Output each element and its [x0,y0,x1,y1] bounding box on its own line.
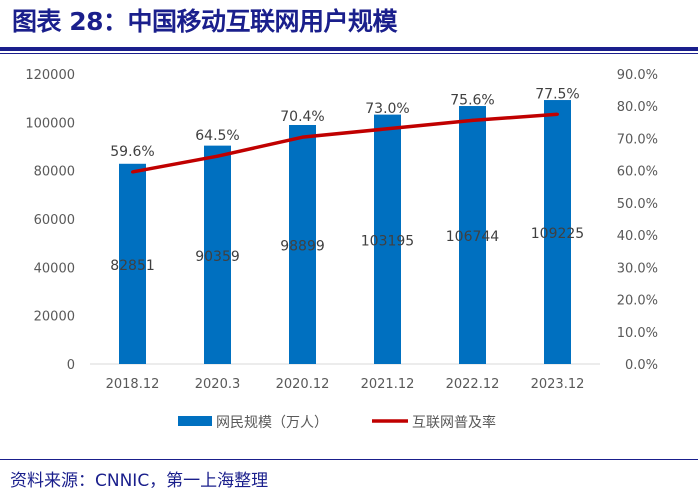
line-point [386,127,389,131]
line-point [471,118,474,122]
chart: 0 20000 40000 60000 80000 100000 120000 0.0% 10.… [25,68,658,431]
line-data-label: 70.4% [280,109,324,125]
source-note: 资料来源：CNNIC，第一上海整理 [10,471,269,491]
y-right-tick-label: 60.0% [617,165,658,180]
y-right-tick-label: 40.0% [617,229,658,244]
legend-swatch-bar [178,416,212,426]
bar-data-label: 109225 [531,226,584,242]
y-left-tick-label: 120000 [25,68,75,83]
y-left-tick-label: 0 [67,358,75,373]
bar [544,100,571,364]
page-title: 图表 28：中国移动互联网用户规模 [12,7,398,36]
y-right-tick-label: 50.0% [617,197,658,212]
x-tick-label: 2023.12 [531,377,585,392]
x-tick-label: 2022.12 [446,377,500,392]
footer-divider [0,459,698,460]
bar [374,114,401,364]
title-divider [0,47,698,51]
x-tick-label: 2020.12 [276,377,330,392]
line-point [216,154,219,158]
legend-label-line: 互联网普及率 [412,414,496,431]
bar-data-label: 103195 [361,233,414,249]
x-tick-label: 2018.12 [106,377,160,392]
bar [289,124,316,364]
line-data-label: 64.5% [195,128,239,144]
bar-data-label: 90359 [195,249,240,265]
y-right-tick-label: 90.0% [617,68,658,83]
x-tick-label: 2021.12 [361,377,415,392]
line-point [556,112,559,116]
y-right-tick-label: 20.0% [617,294,658,309]
y-left-tick-label: 60000 [34,213,75,228]
line-point [131,170,134,174]
line-data-label: 73.0% [365,101,409,117]
line-series [132,112,558,174]
y-right-tick-label: 30.0% [617,261,658,276]
line-point [301,135,304,139]
y-left-tick-label: 100000 [25,116,75,131]
title-divider-thin [0,53,698,54]
y-right-tick-label: 80.0% [617,100,658,115]
y-right-tick-label: 0.0% [625,358,658,373]
line-data-label: 77.5% [535,86,579,102]
legend-label-bar: 网民规模（万人） [216,415,328,431]
y-left-tick-label: 40000 [34,261,75,276]
bar-data-label: 106744 [446,229,500,245]
bar [459,106,486,364]
y-left-tick-label: 20000 [34,310,75,325]
y-left-tick-label: 80000 [34,165,75,180]
y-right-tick-label: 10.0% [617,326,658,341]
bar-data-label: 98899 [280,238,325,254]
y-right-tick-label: 70.0% [617,132,658,147]
bar [204,145,231,364]
line-data-label: 59.6% [110,144,154,160]
x-tick-label: 2020.3 [195,377,241,392]
bar [119,163,146,364]
bar-data-label: 82851 [110,258,155,274]
line-data-label: 75.6% [450,92,494,108]
